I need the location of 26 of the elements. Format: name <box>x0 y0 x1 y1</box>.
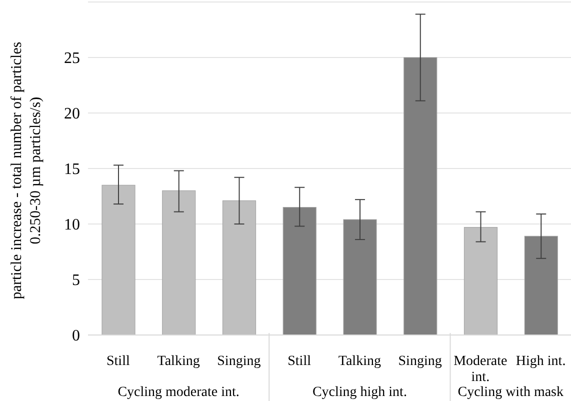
x-tick-label: Singing <box>398 354 442 369</box>
x-tick-label: Talking <box>338 354 381 369</box>
bar <box>222 200 256 335</box>
bar <box>282 207 316 335</box>
text: Cycling high int. <box>312 385 407 400</box>
bar <box>524 236 558 335</box>
y-tick-label: 20 <box>64 106 80 123</box>
y-tick-label: 5 <box>72 272 80 290</box>
bar <box>102 184 136 335</box>
x-tick-label: Still <box>288 354 312 369</box>
x-tick-label: Moderate int. <box>454 354 508 385</box>
bar <box>464 227 498 335</box>
bar <box>404 57 438 335</box>
text: Cycling moderate int. <box>118 385 240 400</box>
text: Cycling with mask <box>458 385 564 400</box>
bar <box>162 190 196 335</box>
y-tick-label: 15 <box>64 161 80 178</box>
x-tick-label: Talking <box>157 354 200 369</box>
y-axis-title: particle increase - total number of particles 0.250-30 µm particles/s) <box>9 42 44 300</box>
y-tick-label: 25 <box>64 50 80 68</box>
y-tick-label: 10 <box>64 216 80 234</box>
x-tick-label: High int. <box>516 354 566 369</box>
x-tick-label: Singing <box>217 354 261 369</box>
y-tick-label: 0 <box>72 328 80 345</box>
bar <box>343 219 377 335</box>
x-tick-label: Still <box>106 354 130 369</box>
